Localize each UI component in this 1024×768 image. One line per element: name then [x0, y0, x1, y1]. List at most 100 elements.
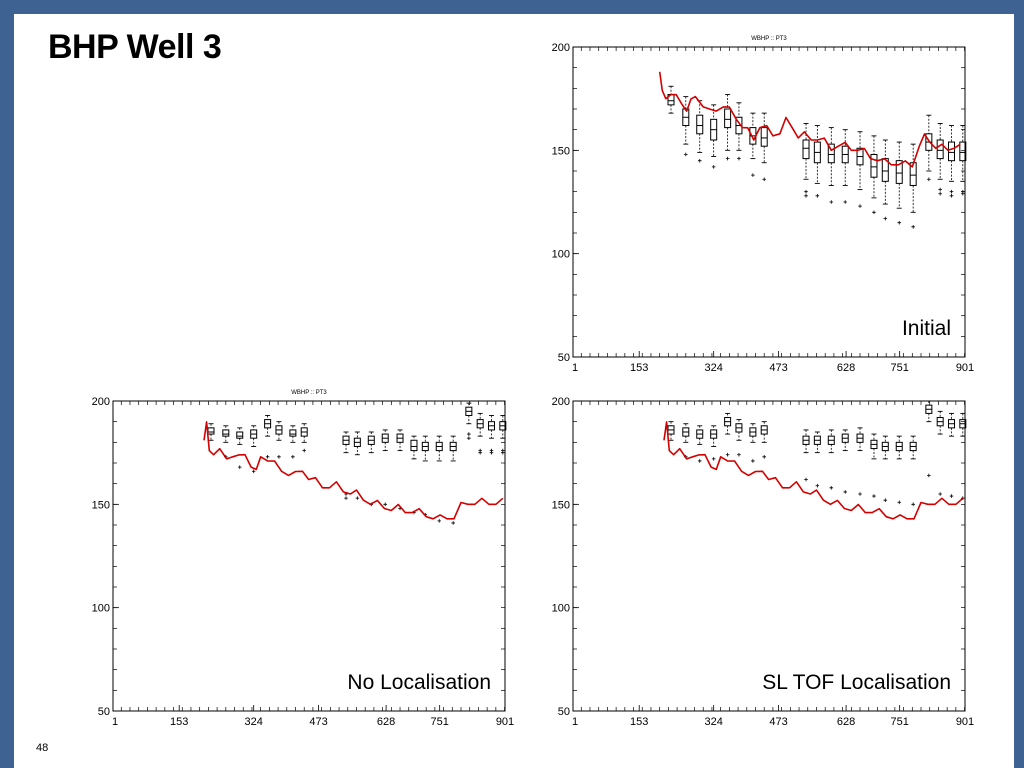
box-plot: [250, 425, 258, 474]
outlier-marker: [927, 473, 931, 478]
x-tick-label: 324: [705, 716, 723, 728]
box-plot: [449, 435, 457, 525]
y-tick-label: 50: [98, 706, 110, 718]
history-line: [203, 421, 504, 520]
chart-annotation: Initial: [902, 317, 951, 340]
box-plot: [856, 427, 864, 496]
outlier-marker: [265, 455, 270, 459]
box-plot: [959, 125, 967, 196]
box-plot: [264, 415, 272, 459]
box-plot: [275, 421, 283, 459]
box-plot: [682, 423, 690, 459]
outlier-marker: [277, 455, 281, 459]
x-tick-label: 901: [956, 716, 974, 728]
outlier-marker: [697, 459, 702, 463]
box-plot: [710, 425, 718, 461]
box: [802, 139, 810, 160]
box-plot: [925, 400, 933, 478]
box-plot: [724, 412, 732, 457]
outlier-marker: [872, 210, 876, 215]
x-tick-label: 473: [769, 362, 787, 374]
chart-annotation: No Localisation: [347, 671, 491, 694]
outlier-marker: [725, 452, 730, 457]
outlier-marker: [949, 194, 954, 198]
box: [222, 429, 230, 437]
x-tick-label: 1: [572, 362, 578, 374]
outlier-marker: [437, 519, 442, 523]
box-plot: [936, 123, 944, 196]
y-tick-label: 100: [552, 249, 570, 261]
box: [936, 139, 944, 160]
y-tick-label: 200: [552, 396, 570, 408]
box-plot: [895, 435, 903, 505]
box-plot: [289, 425, 297, 459]
x-tick-label: 901: [496, 716, 514, 728]
x-tick-label: 153: [630, 716, 648, 728]
plot-title: WBHP :: PT3: [751, 36, 787, 42]
y-tick-label: 150: [552, 499, 570, 511]
x-tick-label: 324: [245, 716, 263, 728]
outlier-marker: [725, 156, 730, 161]
box-plot: [895, 141, 903, 225]
outlier-marker: [815, 483, 820, 488]
plot-frame: [572, 46, 966, 358]
outlier-marker: [843, 490, 848, 494]
outlier-marker: [949, 189, 954, 194]
box-plot: [936, 410, 944, 496]
outlier-marker: [762, 455, 767, 459]
outlier-marker: [872, 494, 876, 498]
y-tick-label: 150: [92, 499, 110, 511]
page-number: 48: [36, 742, 49, 754]
box-plot: [870, 433, 878, 498]
chart-initial: WBHP :: PT3 1 153 324 473 628 751 901 50 100 150 20…: [540, 30, 980, 380]
box: [959, 141, 967, 162]
box: [724, 108, 732, 129]
plot-frame: [572, 400, 966, 712]
outlier-marker: [938, 191, 942, 196]
x-tick-label: 751: [890, 362, 908, 374]
x-tick-label: 153: [630, 362, 648, 374]
outlier-marker: [302, 448, 307, 453]
box-plot: [813, 431, 821, 488]
x-tick-label: 1: [572, 716, 578, 728]
outlier-marker: [804, 477, 808, 482]
box: [410, 439, 418, 452]
outlier-marker: [711, 457, 716, 461]
y-tick-label: 100: [92, 603, 110, 615]
outlier-marker: [344, 496, 348, 500]
x-tick-label: 1: [112, 716, 118, 728]
box-plot: [435, 435, 443, 523]
outlier-marker: [737, 452, 741, 457]
outlier-marker: [237, 465, 242, 469]
y-tick-label: 200: [92, 396, 110, 408]
outlier-marker: [911, 225, 915, 229]
history-line: [658, 71, 961, 168]
outlier-marker: [251, 469, 256, 474]
box-plot: [353, 431, 361, 500]
box: [827, 143, 835, 164]
box: [947, 141, 955, 162]
slide-right-border: [1014, 0, 1024, 768]
box-plot: [947, 412, 955, 498]
outlier-marker: [938, 492, 942, 496]
outlier-marker: [467, 432, 471, 436]
outlier-marker: [815, 194, 820, 198]
box-plot: [959, 412, 967, 500]
outlier-marker: [829, 486, 834, 490]
box-plot: [925, 114, 933, 182]
outlier-marker: [762, 177, 767, 182]
outlier-marker: [737, 156, 741, 161]
box-plot: [236, 427, 244, 469]
outlier-marker: [938, 187, 942, 192]
outlier-marker: [684, 152, 688, 157]
outlier-marker: [829, 200, 834, 204]
y-tick-label: 50: [558, 706, 570, 718]
x-tick-label: 628: [837, 716, 855, 728]
box-plot: [909, 435, 917, 507]
box-plot: [499, 415, 507, 455]
outlier-marker: [858, 204, 862, 208]
box-plot: [476, 412, 484, 455]
outlier-marker: [467, 436, 471, 440]
box-plot: [813, 125, 821, 198]
